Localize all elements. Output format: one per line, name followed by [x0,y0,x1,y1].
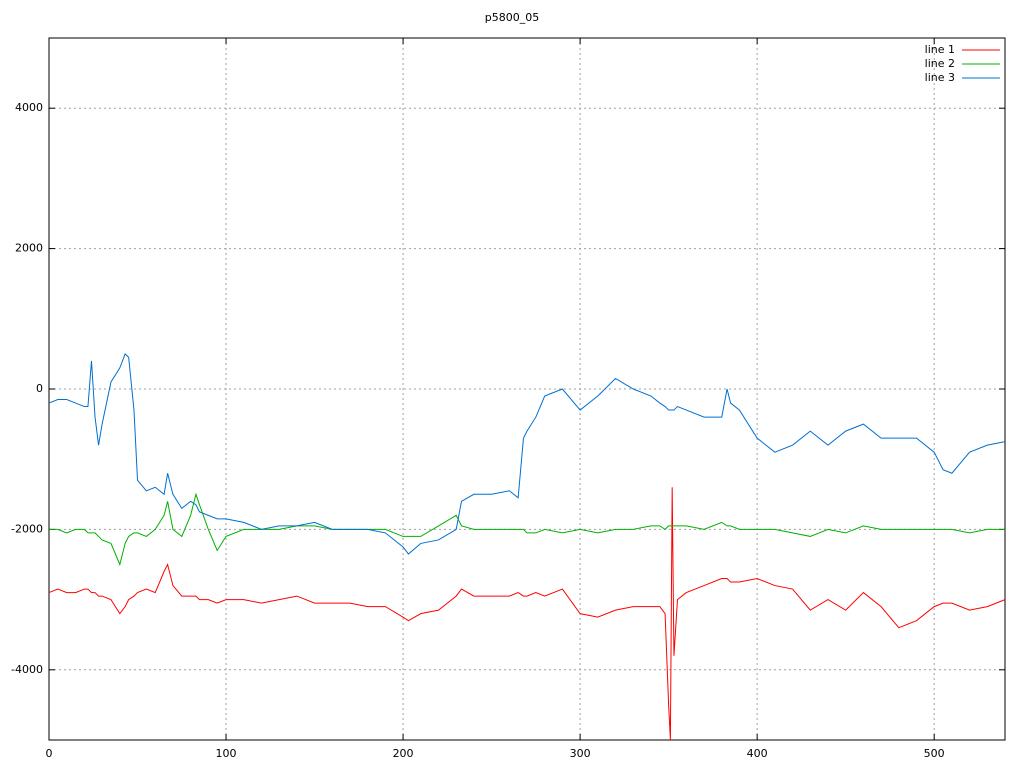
legend-label: line 1 [925,43,955,56]
series-line [48,487,1006,741]
chart-title: p5800_05 [485,11,539,24]
series-line [48,353,1006,555]
series-line [49,492,1005,567]
legend-label: line 2 [925,57,955,70]
x-tick-label: 400 [747,747,768,760]
x-tick-label: 0 [46,747,53,760]
x-tick-label: 100 [216,747,237,760]
y-tick-label: 4000 [15,101,43,114]
legend-label: line 3 [925,71,955,84]
y-tick-label: 2000 [15,242,43,255]
y-tick-label: 0 [36,382,43,395]
plot-frame [48,37,1006,741]
x-tick-label: 200 [393,747,414,760]
x-tick-label: 500 [924,747,945,760]
y-tick-label: -4000 [11,663,43,676]
y-tick-label: -2000 [11,522,43,535]
x-tick-label: 300 [570,747,591,760]
